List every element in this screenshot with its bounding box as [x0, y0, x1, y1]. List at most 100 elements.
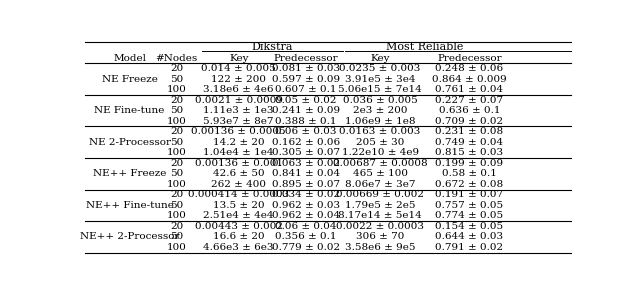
Text: 0.636 ± 0.1: 0.636 ± 0.1	[438, 106, 500, 115]
Text: 0.241 ± 0.09: 0.241 ± 0.09	[271, 106, 340, 115]
Text: 4.66e3 ± 6e3: 4.66e3 ± 6e3	[204, 243, 274, 252]
Text: 5.06e15 ± 7e14: 5.06e15 ± 7e14	[338, 85, 422, 94]
Text: 100: 100	[167, 243, 187, 252]
Text: 0.00443 ± 0.002: 0.00443 ± 0.002	[195, 222, 283, 231]
Text: 0.0163 ± 0.003: 0.0163 ± 0.003	[339, 127, 420, 136]
Text: 5.93e7 ± 8e7: 5.93e7 ± 8e7	[204, 117, 274, 126]
Text: 0.00687 ± 0.0008: 0.00687 ± 0.0008	[333, 159, 428, 168]
Text: 0.034 ± 0.02: 0.034 ± 0.02	[271, 190, 340, 199]
Text: 122 ± 200: 122 ± 200	[211, 75, 266, 83]
Text: Key: Key	[371, 53, 390, 63]
Text: 0.864 ± 0.009: 0.864 ± 0.009	[432, 75, 507, 83]
Text: 0.000414 ± 0.0003: 0.000414 ± 0.0003	[188, 190, 289, 199]
Text: #Nodes: #Nodes	[156, 53, 198, 63]
Text: 100: 100	[167, 148, 187, 157]
Text: 0.00669 ± 0.002: 0.00669 ± 0.002	[336, 190, 424, 199]
Text: 50: 50	[170, 75, 183, 83]
Text: 20: 20	[170, 127, 183, 136]
Text: 0.607 ± 0.1: 0.607 ± 0.1	[275, 85, 337, 94]
Text: 20: 20	[170, 96, 183, 105]
Text: Model: Model	[113, 53, 146, 63]
Text: 0.00136 ± 0.0005: 0.00136 ± 0.0005	[191, 127, 286, 136]
Text: 0.841 ± 0.04: 0.841 ± 0.04	[271, 169, 340, 178]
Text: 1.22e10 ± 4e9: 1.22e10 ± 4e9	[342, 148, 419, 157]
Text: 1.04e4 ± 1e4: 1.04e4 ± 1e4	[204, 148, 274, 157]
Text: Dɪkstra: Dɪkstra	[252, 42, 293, 53]
Text: 0.0235 ± 0.003: 0.0235 ± 0.003	[339, 64, 420, 73]
Text: 100: 100	[167, 180, 187, 189]
Text: 0.191 ± 0.07: 0.191 ± 0.07	[435, 190, 504, 199]
Text: NE++ Fine-tune: NE++ Fine-tune	[86, 201, 173, 210]
Text: 0.227 ± 0.07: 0.227 ± 0.07	[435, 96, 504, 105]
Text: 0.962 ± 0.04: 0.962 ± 0.04	[271, 212, 340, 220]
Text: 20: 20	[170, 190, 183, 199]
Text: 0.815 ± 0.03: 0.815 ± 0.03	[435, 148, 504, 157]
Text: 306 ± 70: 306 ± 70	[356, 232, 404, 241]
Text: 0.063 ± 0.02: 0.063 ± 0.02	[271, 159, 340, 168]
Text: 50: 50	[170, 201, 183, 210]
Text: 0.58 ± 0.1: 0.58 ± 0.1	[442, 169, 497, 178]
Text: 14.2 ± 20: 14.2 ± 20	[213, 138, 264, 147]
Text: NE 2-Processor: NE 2-Processor	[88, 138, 171, 147]
Text: 50: 50	[170, 138, 183, 147]
Text: 1.11e3 ± 1e3: 1.11e3 ± 1e3	[204, 106, 274, 115]
Text: 1.79e5 ± 2e5: 1.79e5 ± 2e5	[345, 201, 415, 210]
Text: 8.17e14 ± 5e14: 8.17e14 ± 5e14	[338, 212, 422, 220]
Text: 0.672 ± 0.08: 0.672 ± 0.08	[435, 180, 504, 189]
Text: 0.231 ± 0.08: 0.231 ± 0.08	[435, 127, 504, 136]
Text: 0.356 ± 0.1: 0.356 ± 0.1	[275, 232, 337, 241]
Text: 0.081 ± 0.03: 0.081 ± 0.03	[271, 64, 340, 73]
Text: 8.06e7 ± 3e7: 8.06e7 ± 3e7	[345, 180, 415, 189]
Text: 3.58e6 ± 9e5: 3.58e6 ± 9e5	[345, 243, 415, 252]
Text: 0.06 ± 0.04: 0.06 ± 0.04	[275, 222, 337, 231]
Text: 0.962 ± 0.03: 0.962 ± 0.03	[271, 201, 340, 210]
Text: 0.757 ± 0.05: 0.757 ± 0.05	[435, 201, 504, 210]
Text: 2e3 ± 200: 2e3 ± 200	[353, 106, 407, 115]
Text: 100: 100	[167, 85, 187, 94]
Text: Predecessor: Predecessor	[273, 53, 338, 63]
Text: 0.00136 ± 0.001: 0.00136 ± 0.001	[195, 159, 283, 168]
Text: Most Reliable: Most Reliable	[386, 42, 463, 53]
Text: 0.305 ± 0.07: 0.305 ± 0.07	[271, 148, 340, 157]
Text: 0.644 ± 0.03: 0.644 ± 0.03	[435, 232, 504, 241]
Text: Key: Key	[229, 53, 248, 63]
Text: 0.014 ± 0.005: 0.014 ± 0.005	[202, 64, 276, 73]
Text: 0.036 ± 0.005: 0.036 ± 0.005	[342, 96, 417, 105]
Text: 50: 50	[170, 232, 183, 241]
Text: 0.199 ± 0.09: 0.199 ± 0.09	[435, 159, 504, 168]
Text: 42.6 ± 50: 42.6 ± 50	[213, 169, 264, 178]
Text: 50: 50	[170, 106, 183, 115]
Text: 3.18e6 ± 4e6: 3.18e6 ± 4e6	[204, 85, 274, 94]
Text: 0.0022 ± 0.0003: 0.0022 ± 0.0003	[336, 222, 424, 231]
Text: 0.709 ± 0.02: 0.709 ± 0.02	[435, 117, 504, 126]
Text: 20: 20	[170, 222, 183, 231]
Text: 0.774 ± 0.05: 0.774 ± 0.05	[435, 212, 504, 220]
Text: 20: 20	[170, 64, 183, 73]
Text: 0.0021 ± 0.0009: 0.0021 ± 0.0009	[195, 96, 283, 105]
Text: 0.895 ± 0.07: 0.895 ± 0.07	[271, 180, 340, 189]
Text: NE++ 2-Processor: NE++ 2-Processor	[80, 232, 179, 241]
Text: 0.154 ± 0.05: 0.154 ± 0.05	[435, 222, 504, 231]
Text: 205 ± 30: 205 ± 30	[356, 138, 404, 147]
Text: 0.248 ± 0.06: 0.248 ± 0.06	[435, 64, 504, 73]
Text: NE Fine-tune: NE Fine-tune	[95, 106, 164, 115]
Text: NE Freeze: NE Freeze	[102, 75, 157, 83]
Text: 465 ± 100: 465 ± 100	[353, 169, 408, 178]
Text: 262 ± 400: 262 ± 400	[211, 180, 266, 189]
Text: Predecessor: Predecessor	[437, 53, 502, 63]
Text: 100: 100	[167, 212, 187, 220]
Text: 1.06e9 ± 1e8: 1.06e9 ± 1e8	[345, 117, 415, 126]
Text: 2.51e4 ± 4e4: 2.51e4 ± 4e4	[204, 212, 274, 220]
Text: 0.749 ± 0.04: 0.749 ± 0.04	[435, 138, 504, 147]
Text: 100: 100	[167, 117, 187, 126]
Text: 50: 50	[170, 169, 183, 178]
Text: 0.388 ± 0.1: 0.388 ± 0.1	[275, 117, 337, 126]
Text: 20: 20	[170, 159, 183, 168]
Text: 0.597 ± 0.09: 0.597 ± 0.09	[271, 75, 340, 83]
Text: 13.5 ± 20: 13.5 ± 20	[213, 201, 264, 210]
Text: 0.05 ± 0.02: 0.05 ± 0.02	[275, 96, 337, 105]
Text: NE++ Freeze: NE++ Freeze	[93, 169, 166, 178]
Text: 16.6 ± 20: 16.6 ± 20	[213, 232, 264, 241]
Text: 0.162 ± 0.06: 0.162 ± 0.06	[271, 138, 340, 147]
Text: 0.779 ± 0.02: 0.779 ± 0.02	[271, 243, 340, 252]
